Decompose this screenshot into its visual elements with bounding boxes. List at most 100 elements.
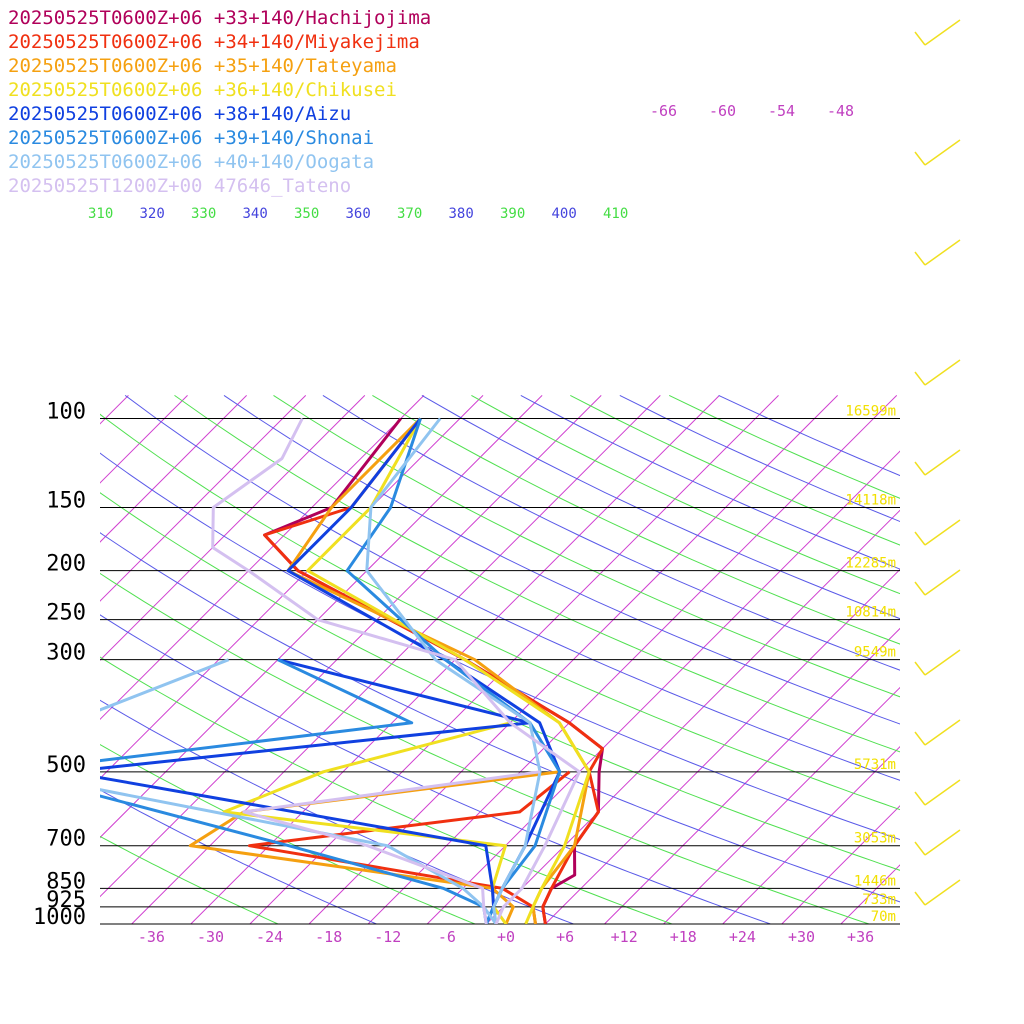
- temperature-tick-label: -12: [374, 928, 401, 946]
- wind-barb: [924, 239, 961, 266]
- wind-barb-flag: [914, 581, 926, 596]
- dry-adiabat-line: [421, 394, 900, 620]
- theta-label: 310: [88, 206, 113, 222]
- isotherm-line: [1018, 395, 1024, 924]
- wind-barb-flag: [914, 891, 926, 906]
- theta-label: 400: [552, 206, 577, 222]
- temperature-tick-label: -36: [138, 928, 165, 946]
- wind-barb-flag: [914, 461, 926, 476]
- height-label: 733m: [862, 892, 896, 908]
- wind-barb-flag: [914, 151, 926, 166]
- theta-label: 330: [191, 206, 216, 222]
- height-label: 5731m: [854, 757, 896, 773]
- temperature-tick-label: -24: [256, 928, 283, 946]
- isotherm-line: [722, 745, 900, 924]
- isotherm-label: -48: [827, 102, 854, 120]
- wind-barb-flag: [914, 371, 926, 386]
- pressure-label: 500: [46, 753, 86, 778]
- isotherm-label: -54: [768, 102, 795, 120]
- theta-label: 370: [397, 206, 422, 222]
- profile-line: [263, 417, 604, 924]
- wind-barb: [924, 829, 961, 856]
- legend-entry: 20250525T0600Z+06 +34+140/Miyakejima: [8, 31, 420, 53]
- wind-barb-flag: [914, 841, 926, 856]
- temperature-tick-label: -18: [315, 928, 342, 946]
- isotherm-line: [0, 395, 10, 924]
- pressure-label: 925: [46, 888, 86, 913]
- wind-barb: [924, 519, 961, 546]
- dry-adiabat-line: [100, 656, 674, 924]
- wind-barb: [924, 139, 961, 166]
- isotherm-line: [100, 395, 307, 602]
- legend-entry: 20250525T1200Z+00 47646_Tateno: [8, 175, 351, 197]
- height-label: 14118m: [845, 493, 896, 509]
- legend-entry: 20250525T0600Z+06 +38+140/Aizu: [8, 103, 351, 125]
- isotherm-line: [959, 395, 1024, 924]
- dry-adiabat-line: [619, 394, 900, 523]
- dry-adiabat-line: [100, 744, 477, 924]
- wind-barb: [924, 359, 961, 386]
- wind-barb-flag: [914, 731, 926, 746]
- legend-entry: 20250525T0600Z+06 +40+140/Oogata: [8, 151, 374, 173]
- temperature-tick-label: +30: [788, 928, 815, 946]
- dry-adiabat-line: [520, 394, 900, 570]
- dry-adiabat-line: [100, 835, 280, 924]
- wind-barb-flag: [914, 31, 926, 46]
- theta-label: 350: [294, 206, 319, 222]
- theta-label: 390: [500, 206, 525, 222]
- pressure-label: 700: [46, 827, 86, 852]
- wind-barb-flag: [914, 531, 926, 546]
- grid-lines: [0, 394, 1024, 924]
- wind-barb-flag: [914, 661, 926, 676]
- theta-label: 360: [346, 206, 371, 222]
- height-label: 3053m: [854, 831, 896, 847]
- pressure-label: 300: [46, 641, 86, 666]
- wind-barb: [924, 879, 961, 906]
- profile-line: [211, 417, 581, 924]
- wind-barb: [924, 449, 961, 476]
- height-label: 1446m: [854, 873, 896, 889]
- isotherm-line: [781, 805, 900, 924]
- profile-line: [242, 770, 541, 924]
- wind-barb-flag: [914, 791, 926, 806]
- pressure-label: 150: [46, 489, 86, 514]
- theta-label: 410: [603, 206, 628, 222]
- pressure-label: 100: [46, 400, 86, 425]
- legend-entry: 20250525T0600Z+06 +36+140/Chikusei: [8, 79, 397, 101]
- isotherm-line: [899, 923, 900, 924]
- theta-label: 320: [140, 206, 165, 222]
- isotherm-labels: -66 -60 -54 -48: [650, 102, 854, 120]
- level-height-labels: 16599m 14118m 12285m 10814m 9549m 5731m 3053m 1…: [845, 404, 896, 926]
- dry-adiabat-line: [718, 394, 900, 477]
- temperature-tick-label: +36: [847, 928, 874, 946]
- wind-barb: [924, 779, 961, 806]
- theta-label: 380: [449, 206, 474, 222]
- height-label: 9549m: [854, 645, 896, 661]
- wind-barb: [924, 569, 961, 596]
- isotherm-label: -66: [650, 102, 677, 120]
- temperature-tick-label: +0: [497, 928, 515, 946]
- isotherm-label: -60: [709, 102, 736, 120]
- theta-label: 340: [243, 206, 268, 222]
- profile-lines: [100, 417, 604, 924]
- wind-barb: [924, 19, 961, 46]
- temperature-tick-label: +6: [556, 928, 574, 946]
- legend: 20250525T0600Z+06 +33+140/Hachijojima202…: [8, 7, 431, 197]
- wind-barbs: [914, 19, 961, 906]
- height-label: 70m: [871, 909, 896, 925]
- height-label: 16599m: [845, 404, 896, 420]
- height-label: 12285m: [845, 556, 896, 572]
- pressure-label: 250: [46, 601, 86, 626]
- legend-entry: 20250525T0600Z+06 +39+140/Shonai: [8, 127, 374, 149]
- temperature-tick-label: +18: [670, 928, 697, 946]
- dry-adiabat-line: [223, 394, 900, 725]
- profile-line: [365, 417, 542, 924]
- dry-adiabat-line: [100, 699, 575, 924]
- pressure-label: 850: [46, 869, 86, 894]
- theta-labels: 310 320 330 340 350 360 370 380 390 400 410: [88, 206, 628, 222]
- wind-barb-flag: [914, 251, 926, 266]
- temperature-tick-label: +12: [611, 928, 638, 946]
- isotherm-line: [100, 395, 247, 543]
